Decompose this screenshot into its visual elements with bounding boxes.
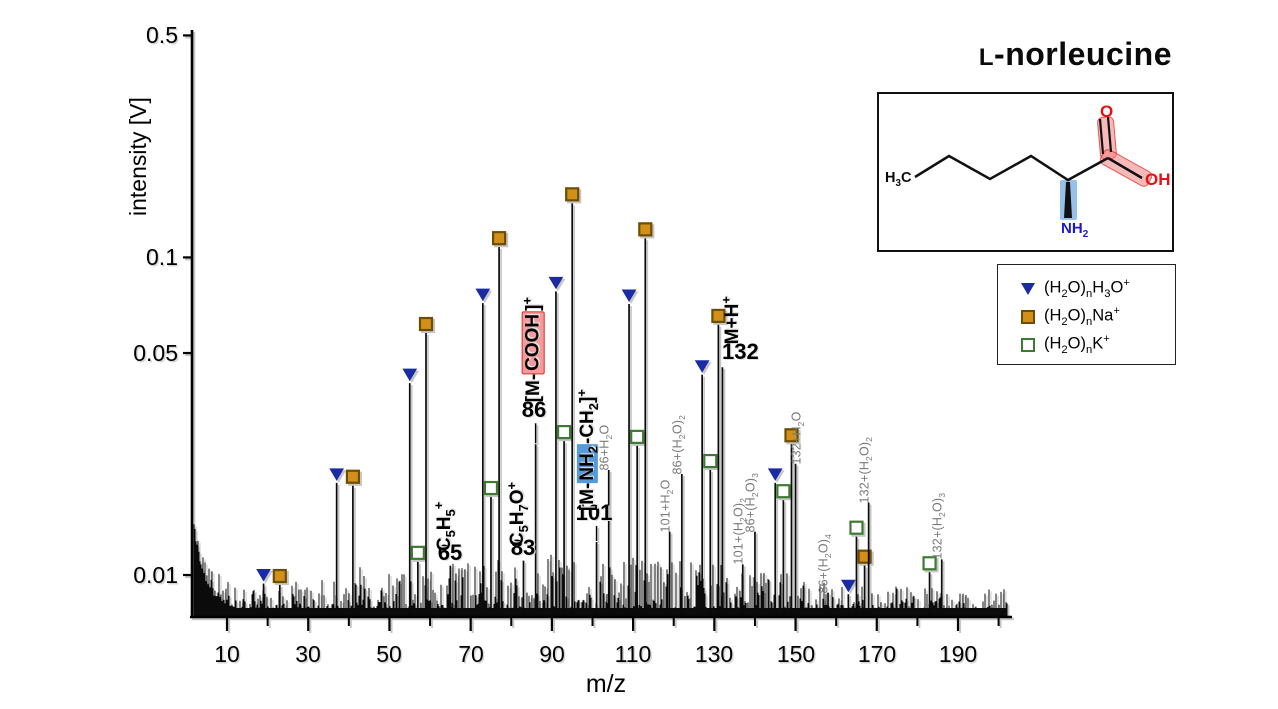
x-tick-label: 130 [694, 641, 734, 667]
adduct-label-140: 86+(H2O)3 [743, 472, 761, 533]
h3o-series-marker-triangle-icon [621, 289, 637, 303]
x-tick-label: 10 [214, 641, 240, 667]
adduct-label-158: 86+(H2O)4 [816, 533, 834, 594]
noise-base-band [194, 608, 1007, 616]
h3o-series-marker-triangle-icon [256, 569, 271, 582]
legend-box: (H2O)nH3O+ (H2O)nNa+ (H2O)nK+ [997, 264, 1176, 365]
na-series-marker-square-icon [565, 187, 580, 202]
na-series-marker-square-icon [345, 469, 361, 484]
c-oh-bond [1107, 156, 1143, 180]
k-series-marker-open-square-icon [849, 520, 864, 535]
x-tick-label: 150 [776, 641, 816, 667]
c-o-double-bond-2 [1106, 116, 1113, 153]
x-tick-label: 170 [857, 641, 897, 667]
h3o-series-marker-triangle-icon [767, 468, 783, 481]
x-tick-label: 50 [376, 641, 402, 667]
h3o-series-marker-triangle-icon [402, 368, 418, 382]
legend-label: (H2O)nNa+ [1044, 304, 1120, 328]
amine-label: NH2 [1061, 220, 1089, 240]
k-series-marker-open-square-icon [703, 453, 718, 469]
h3o-series-marker-triangle-icon [475, 288, 491, 302]
legend-label: (H2O)nH3O+ [1044, 276, 1130, 300]
stereo-wedge-bond [1064, 182, 1072, 218]
legend-item-2: (H2O)nNa+ [1020, 305, 1120, 327]
fragment-formula-65: C5H5+ [430, 501, 458, 552]
fragment-number-132: 132 [722, 339, 759, 364]
x-tick-label: 110 [614, 641, 652, 667]
fragment-number-65: 65 [437, 540, 463, 565]
adduct-label-150: 132+H2O [789, 411, 807, 465]
fragment-formula-83: C5H7O+ [503, 481, 531, 547]
y-axis-title: intensity [V] [125, 97, 151, 216]
adduct-label-122: 86+(H2O)2 [670, 414, 688, 475]
h3o-series-marker-triangle-icon [548, 276, 564, 290]
adduct-label-186: 132+(H2O)3 [930, 492, 948, 560]
figure-title: L-norleucine [877, 36, 1172, 73]
x-tick-label: 190 [938, 641, 978, 667]
legend-item-1: (H2O)nH3O+ [1020, 277, 1130, 299]
x-tick-label: 90 [539, 641, 565, 667]
title-rest: -norleucine [994, 36, 1172, 72]
legend-label: (H2O)nK+ [1044, 332, 1110, 356]
na-series-marker-square-icon [638, 222, 653, 237]
y-tick-label: 0.5 [146, 22, 178, 48]
c-o-double-bond-1 [1098, 118, 1105, 155]
methyl-label: H3C [885, 170, 912, 189]
adduct-label-168: 132+(H2O)2 [857, 436, 875, 504]
k-series-marker-open-square-icon [776, 484, 791, 499]
k-series-marker-open-square-icon [483, 480, 499, 496]
y-tick-label: 0.05 [133, 340, 178, 366]
y-tick-label: 0.01 [133, 562, 178, 588]
carbonyl-o-label: O [1100, 102, 1114, 121]
h3o-series-marker-triangle-icon [694, 360, 710, 373]
legend-open-square-icon [1021, 337, 1035, 352]
legend-triangle-icon [1021, 282, 1035, 295]
na-series-marker-square-icon [711, 308, 726, 324]
fragment-number-83: 83 [510, 535, 536, 560]
k-series-marker-open-square-icon [556, 424, 572, 440]
legend-square-icon [1021, 309, 1035, 324]
molecule-structure-inset: H3C O OH NH2 [877, 92, 1174, 252]
na-series-marker-square-icon [784, 428, 799, 443]
hydroxyl-label: OH [1145, 170, 1171, 189]
fragment-number-101: 101 [575, 500, 613, 525]
fragment-formula-101: [M-NH2-CH2]+ [573, 389, 601, 512]
x-tick-label: 30 [295, 641, 321, 667]
molecule-skeleton [914, 116, 1153, 220]
na-series-marker-square-icon [272, 568, 287, 584]
na-series-marker-square-icon [418, 316, 434, 332]
k-series-marker-open-square-icon [410, 545, 425, 560]
fragment-formula-132: M+H+ [718, 296, 743, 345]
k-series-marker-open-square-icon [922, 556, 937, 571]
legend-item-3: (H2O)nK+ [1020, 333, 1110, 355]
h3o-series-marker-triangle-icon [329, 468, 345, 481]
x-tick-label: 70 [458, 641, 484, 667]
y-tick-label: 0.1 [146, 244, 178, 270]
title-smallcap-l: L [978, 44, 995, 71]
noise-floor [193, 524, 1008, 616]
fragment-formula-86: [M-COOH]+ [519, 296, 545, 403]
na-series-marker-square-icon [857, 549, 872, 564]
carbon-chain-bonds [914, 154, 1109, 182]
na-series-marker-square-icon [491, 231, 507, 246]
fragment-number-86: 86 [521, 397, 547, 422]
x-axis-title: m/z [585, 670, 627, 698]
adduct-label-119: 101+H2O [658, 479, 676, 533]
k-series-marker-open-square-icon [630, 429, 645, 444]
h3o-series-marker-triangle-icon [840, 579, 856, 593]
